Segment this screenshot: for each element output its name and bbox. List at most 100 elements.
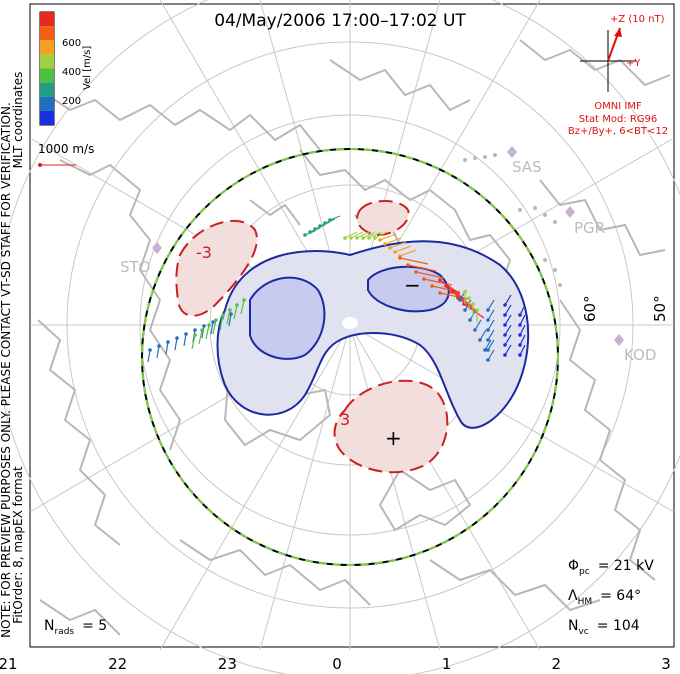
- velocity-vector: [464, 299, 472, 311]
- lat-label-50: 50°: [651, 295, 669, 322]
- velocity-vector: [233, 304, 238, 320]
- velocity-vector: [504, 304, 512, 316]
- positive-cell-dusk: [175, 220, 258, 317]
- nrads-subscript: rads: [54, 627, 74, 637]
- radar-sto-marker: [152, 242, 162, 254]
- radar-kod-marker: [614, 334, 624, 346]
- radar-sas-label: SAS: [512, 158, 542, 176]
- velocity-vector: [399, 257, 429, 265]
- contour-label-positive: 3: [340, 410, 350, 429]
- velocity-vector: [165, 341, 169, 355]
- velocity-vector: [362, 231, 376, 239]
- velocity-vector: [415, 271, 445, 279]
- negative-cell-inner-dusk: [249, 276, 326, 360]
- imf-z-label: +Z (10 nT): [610, 14, 665, 25]
- velocity-vector: [344, 231, 358, 239]
- velocity-vector: [374, 231, 388, 239]
- velocity-vector: [519, 324, 526, 336]
- radar-sto-label: STO: [120, 258, 151, 276]
- velocity-vector: [394, 245, 412, 253]
- radar-sites: [152, 146, 624, 346]
- lambda-hm-stat: ΛHM = 64°: [568, 588, 641, 607]
- mlt-tick-label: 22: [108, 655, 127, 673]
- positive-cell-main: [333, 379, 449, 474]
- mlt-tick-label: 21: [0, 655, 18, 673]
- velocity-vector: [519, 304, 526, 316]
- nrads-symbol: N: [44, 618, 54, 634]
- velocity-vector: [205, 324, 210, 340]
- colorbar-label: Vel [m/s]: [82, 46, 93, 90]
- velocity-vector: [487, 319, 495, 331]
- nvc-value: = 104: [597, 618, 640, 634]
- mlt-tick-label: 2: [552, 655, 562, 673]
- negative-cell-inner-dawn: [367, 265, 450, 313]
- disclaimer-text: NOTE: FOR PREVIEW PURPOSES ONLY. PLEASE …: [0, 102, 13, 638]
- velocity-vector: [487, 309, 495, 321]
- mlt-tick-label: 23: [218, 655, 237, 673]
- velocity-vector: [407, 264, 437, 272]
- colorbar-swatch: [40, 40, 54, 55]
- nvc-subscript: vc: [578, 627, 588, 637]
- phi-subscript: pc: [579, 567, 590, 577]
- map-title: 04/May/2006 17:00–17:02 UT: [214, 11, 466, 31]
- stats-panel: Φpc = 21 kV ΛHM = 64° Nvc = 104 Nrads = 5: [44, 558, 654, 637]
- velocity-vector: [389, 241, 407, 249]
- colorbar-tick-400: 400: [62, 67, 81, 78]
- hm-boundary-green: [141, 148, 559, 566]
- velocity-vector: [399, 249, 417, 257]
- velocity-vector: [379, 233, 397, 241]
- velocity-vector: [210, 321, 214, 335]
- velocity-vector: [479, 329, 487, 341]
- colorbar-swatch: [40, 54, 54, 69]
- contour-label-negative: -3: [196, 243, 212, 262]
- mlt-axis: 21 22 23 0 1 2 3: [0, 655, 671, 673]
- velocity-vector: [226, 309, 231, 325]
- colorbar-swatch: [40, 68, 54, 83]
- colorbar-swatch: [40, 96, 54, 111]
- velocity-vector: [487, 349, 495, 361]
- backscatter-dots: [463, 153, 562, 287]
- nrads-value: = 5: [82, 618, 107, 634]
- mlt-tick-label: 1: [442, 655, 452, 673]
- velocity-vector: [356, 231, 370, 239]
- velocity-vector: [445, 285, 467, 301]
- imf-source: OMNI IMF: [594, 101, 642, 112]
- velocity-vector: [487, 329, 495, 341]
- imf-vector-arrowhead: [614, 28, 622, 37]
- lambda-subscript: HM: [578, 597, 593, 607]
- velocity-vector: [504, 334, 512, 346]
- velocity-vector: [504, 344, 512, 356]
- velocity-vector: [156, 345, 160, 359]
- velocity-vector: [174, 337, 178, 351]
- phi-value: = 21 kV: [598, 558, 655, 574]
- velocity-vector: [228, 313, 232, 327]
- lambda-symbol: Λ: [568, 588, 578, 604]
- velocity-vector: [201, 325, 205, 339]
- velocity-vector: [487, 299, 495, 311]
- imf-panel: +Z (10 nT) +Y OMNI IMF Stat Mod: RG96 Bz…: [568, 14, 668, 137]
- vector-scale: 1000 m/s: [38, 142, 94, 167]
- velocity-vector: [384, 237, 402, 245]
- positive-cell-noon: [356, 200, 410, 237]
- velocity-vector: [487, 339, 495, 351]
- velocity-vector: [368, 231, 382, 239]
- velocity-vector: [474, 319, 482, 331]
- nrads-stat: Nrads = 5: [44, 618, 107, 637]
- velocity-vector: [484, 339, 492, 351]
- phi-pc-stat: Φpc = 21 kV: [568, 558, 654, 577]
- vector-scale-label: 1000 m/s: [38, 142, 94, 156]
- colorbar-swatch: [40, 12, 54, 27]
- nvc-symbol: N: [568, 618, 578, 634]
- colorbar-swatch: [40, 110, 54, 125]
- colorbar-swatch: [40, 82, 54, 97]
- velocity-vector: [439, 279, 461, 295]
- radar-kod-label: KOD: [624, 346, 656, 364]
- velocity-vector: [504, 324, 512, 336]
- radar-pgr-label: PGR: [574, 219, 605, 237]
- nvc-stat: Nvc = 104: [568, 618, 640, 637]
- lat-label-60: 60°: [581, 295, 599, 322]
- fit-order-text: FitOrder: 8, mapEX format: [11, 466, 25, 624]
- lambda-value: = 64°: [600, 588, 641, 604]
